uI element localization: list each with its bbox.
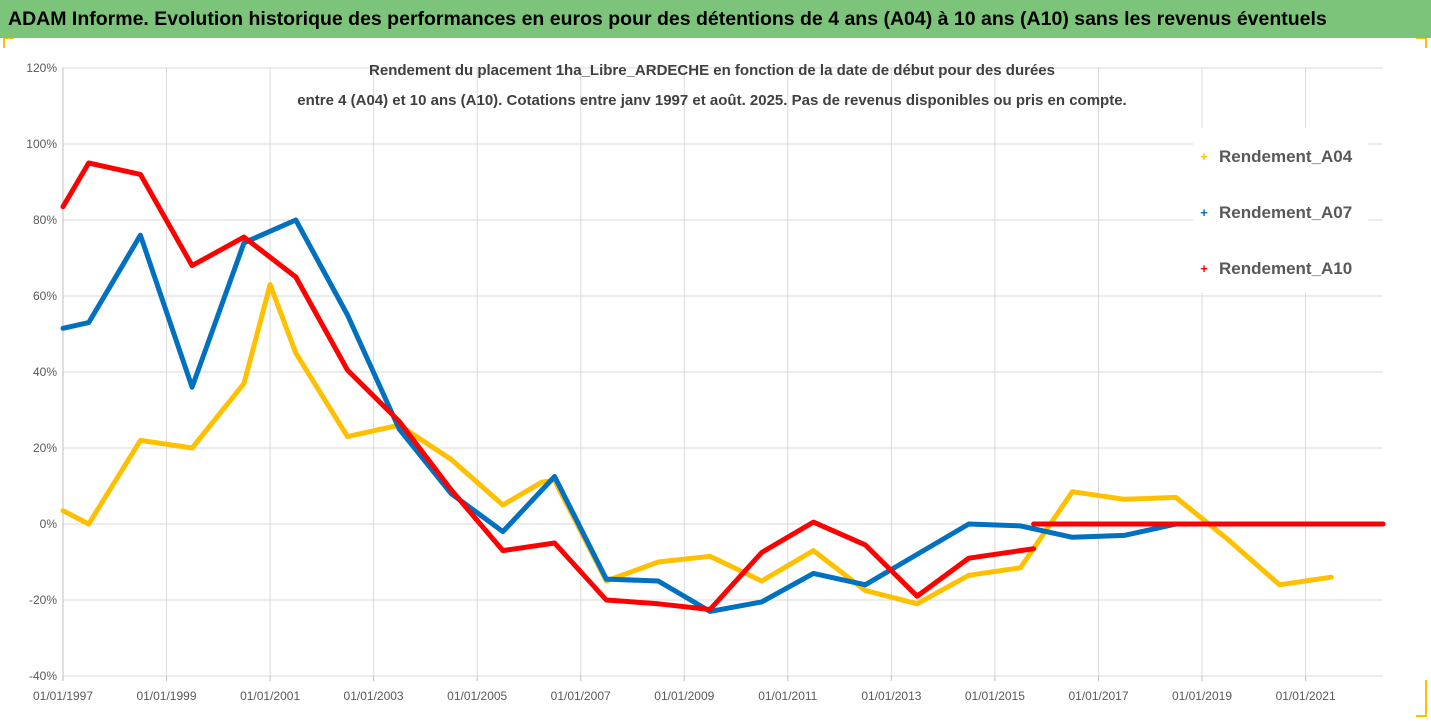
x-tick-label: 01/01/2021 (1276, 689, 1336, 703)
y-tick-label: 20% (33, 441, 57, 455)
legend-box (1193, 128, 1368, 293)
frame-corners (3, 37, 1427, 717)
y-tick-label: -20% (29, 593, 57, 607)
legend-label-rendement-a07: Rendement_A07 (1219, 203, 1352, 222)
series-line-rendement-a04 (60, 282, 1334, 607)
legend-label-rendement-a10: Rendement_A10 (1219, 259, 1352, 278)
legend-marker-rendement-a04: + (1200, 149, 1208, 164)
y-tick-label: 60% (33, 289, 57, 303)
y-axis-labels: -40% -20% 0% 20% 40% 60% 80% 100% 120% (26, 61, 57, 683)
x-tick-label: 01/01/2007 (551, 689, 611, 703)
x-tick-label: 01/01/2005 (447, 689, 507, 703)
legend-marker-rendement-a07: + (1200, 205, 1208, 220)
series-layer (60, 160, 1386, 614)
y-tick-label: -40% (29, 669, 57, 683)
legend-marker-rendement-a10: + (1200, 261, 1208, 276)
y-tick-label: 120% (26, 61, 57, 75)
chart-title-line-1: Rendement du placement 1ha_Libre_ARDECHE… (369, 62, 1055, 79)
x-tick-label: 01/01/2001 (240, 689, 300, 703)
series-line-rendement-a07 (60, 217, 1386, 614)
x-tick-label: 01/01/2009 (654, 689, 714, 703)
report-banner: ADAM Informe. Evolution historique des p… (0, 0, 1431, 38)
x-axis-labels: 01/01/1997 01/01/1999 01/01/2001 01/01/2003… (33, 689, 1336, 703)
x-tick-label: 01/01/2019 (1172, 689, 1232, 703)
x-tick-label: 01/01/2017 (1068, 689, 1128, 703)
grid-layer (62, 67, 1383, 681)
x-tick-label: 01/01/2015 (965, 689, 1025, 703)
legend: + Rendement_A04 + Rendement_A07 + Rendement_A… (1193, 128, 1368, 293)
x-tick-label: 01/01/1997 (33, 689, 93, 703)
y-tick-label: 40% (33, 365, 57, 379)
x-tick-label: 01/01/2013 (861, 689, 921, 703)
y-tick-label: 100% (26, 137, 57, 151)
y-tick-label: 0% (40, 517, 58, 531)
x-tick-label: 01/01/2011 (758, 689, 817, 703)
series-line-rendement-a10 (60, 160, 1037, 612)
x-tick-label: 01/01/1999 (136, 689, 196, 703)
y-tick-label: 80% (33, 213, 57, 227)
chart-title-line-2: entre 4 (A04) et 10 ans (A10). Cotations… (297, 92, 1126, 109)
legend-label-rendement-a04: Rendement_A04 (1219, 147, 1353, 166)
x-tick-label: 01/01/2003 (344, 689, 404, 703)
